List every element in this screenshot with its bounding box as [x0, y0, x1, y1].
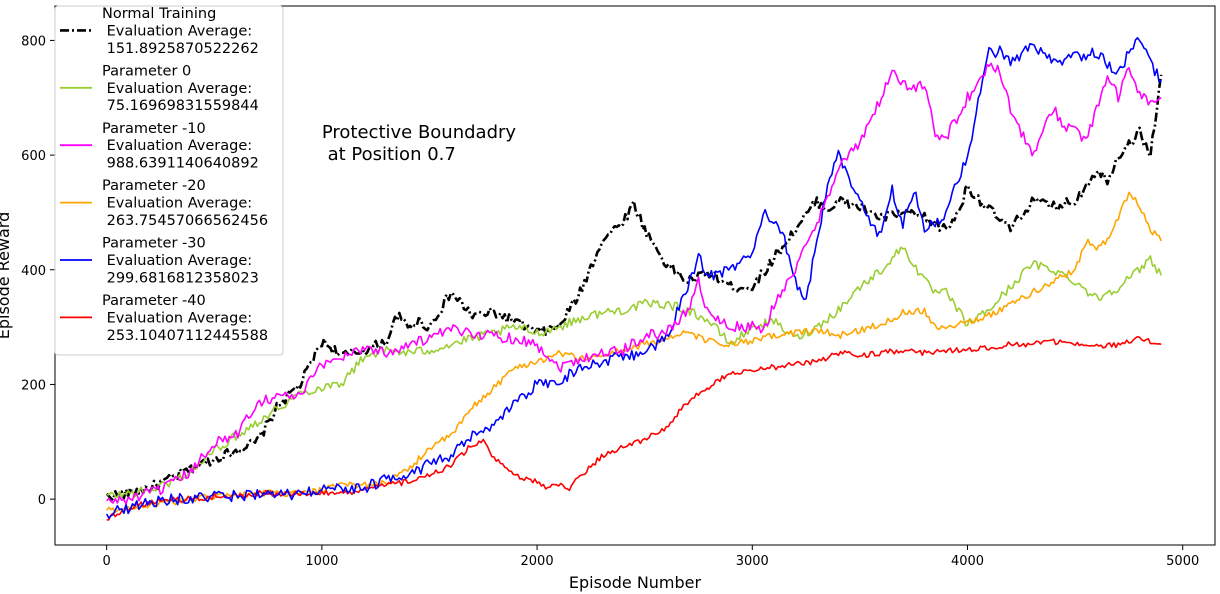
- legend-text: Evaluation Average:: [102, 81, 252, 97]
- y-axis-label: Episode Reward: [0, 212, 13, 340]
- legend-text: 253.10407112445588: [102, 328, 268, 344]
- y-tick-label: 400: [21, 264, 46, 279]
- legend-text: 151.8925870522262: [102, 41, 259, 57]
- legend-text: 299.6816812358023: [102, 270, 259, 286]
- y-tick-label: 600: [21, 149, 46, 164]
- annotation-line-1: Protective Boundadry: [322, 122, 517, 143]
- legend-text: Evaluation Average:: [102, 310, 252, 326]
- x-tick-label: 2000: [521, 554, 554, 569]
- x-tick-label: 5000: [1166, 554, 1199, 569]
- series-line-parameter-10: [106, 62, 1162, 505]
- legend-text: Parameter -40: [102, 293, 206, 309]
- annotation-line-2: at Position 0.7: [322, 144, 456, 165]
- y-tick-label: 800: [21, 34, 46, 49]
- legend-text: Normal Training: [102, 6, 216, 22]
- legend-text: Parameter -30: [102, 236, 206, 252]
- x-axis-label: Episode Number: [569, 573, 702, 592]
- x-tick-label: 4000: [951, 554, 984, 569]
- y-tick-label: 0: [38, 493, 46, 508]
- series-line-normal-training: [105, 74, 1163, 502]
- legend-text: Parameter -20: [102, 178, 206, 194]
- legend-box: [54, 5, 284, 356]
- legend-text: Parameter 0: [102, 63, 191, 79]
- series-line-parameter-0: [106, 246, 1162, 499]
- legend-text: Evaluation Average:: [102, 23, 252, 39]
- legend-text: 988.6391140640892: [102, 156, 259, 172]
- y-tick-label: 200: [21, 378, 46, 393]
- series-line-parameter-40: [106, 335, 1162, 521]
- x-tick-label: 3000: [736, 554, 769, 569]
- series-layer: [105, 36, 1163, 521]
- x-tick-label: 1000: [305, 554, 338, 569]
- x-tick-label: 0: [103, 554, 111, 569]
- legend-text: Evaluation Average:: [102, 253, 252, 269]
- legend-text: Evaluation Average:: [102, 138, 252, 154]
- series-line-parameter-30: [105, 36, 1162, 519]
- legend-text: 263.75457066562456: [102, 213, 268, 229]
- legend: Normal Training Evaluation Average: 151.…: [54, 5, 284, 356]
- axes-layer: 0 1000 2000 3000 4000 5000 0 200 400 600 800: [21, 34, 1199, 569]
- legend-text: Evaluation Average:: [102, 196, 252, 212]
- legend-text: Parameter -10: [102, 121, 206, 137]
- legend-text: 75.16969831559844: [102, 98, 259, 114]
